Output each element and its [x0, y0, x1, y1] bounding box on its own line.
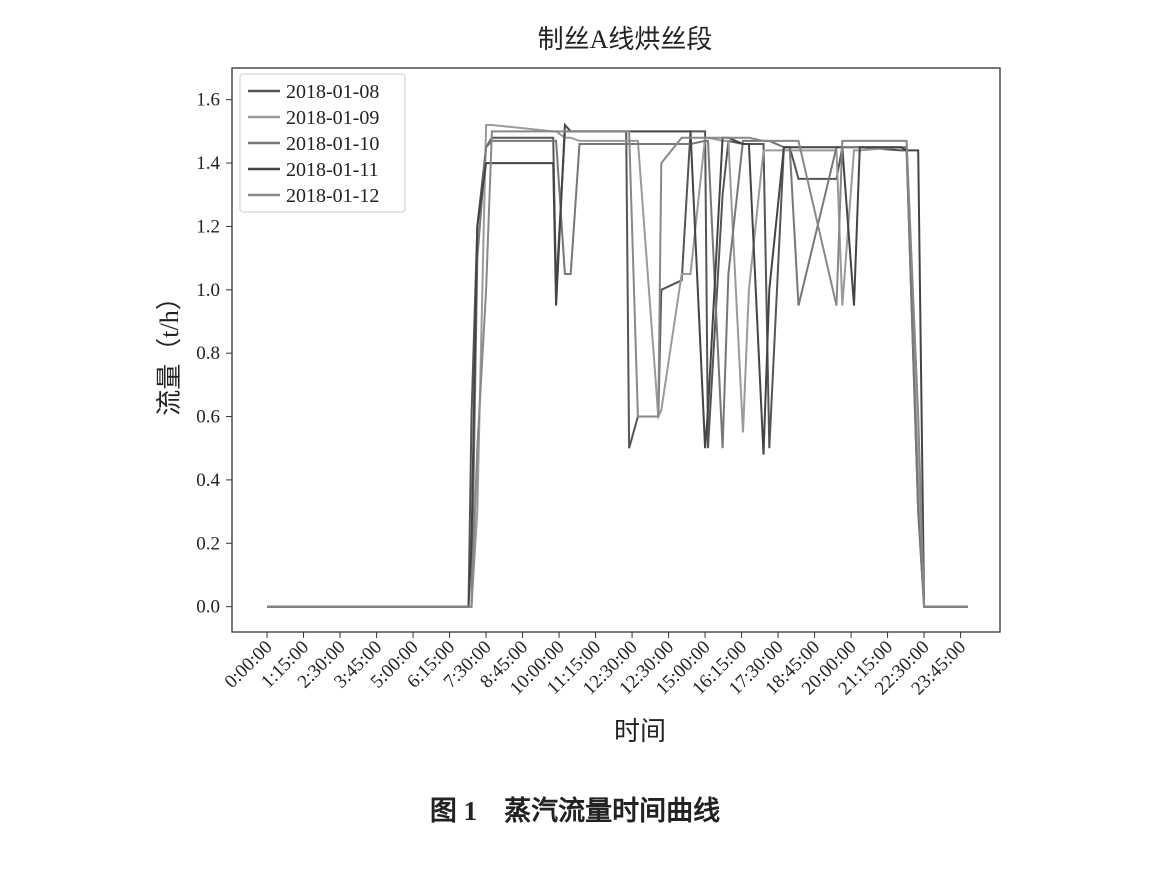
y-tick-label: 1.4	[196, 153, 220, 174]
series-line	[267, 122, 968, 608]
y-tick-label: 0.8	[196, 343, 220, 364]
y-tick-label: 1.2	[196, 216, 220, 237]
y-tick-label: 0.4	[196, 470, 220, 491]
legend: 2018-01-08 2018-01-09 2018-01-10 2018-01-11…	[239, 73, 406, 213]
legend-box	[239, 73, 406, 213]
y-tick-label: 0.2	[196, 533, 220, 554]
y-tick-label: 1.6	[196, 90, 220, 111]
legend-label: 2018-01-11	[286, 159, 379, 181]
y-tick-label: 0.0	[196, 597, 220, 618]
chart-title: 制丝A线烘丝段	[538, 25, 713, 54]
legend-label: 2018-01-08	[286, 81, 379, 103]
figure-caption: 图 1 蒸汽流量时间曲线	[430, 796, 720, 826]
x-axis-label: 时间	[614, 717, 666, 746]
legend-label: 2018-01-12	[286, 185, 379, 207]
legend-label: 2018-01-09	[286, 107, 379, 129]
legend-label: 2018-01-10	[286, 133, 379, 155]
y-axis-label: 流量（t/h）	[155, 284, 184, 415]
plot-frame	[231, 67, 1001, 633]
y-tick-label: 1.0	[196, 280, 220, 301]
series-line	[267, 139, 968, 608]
series-line	[267, 130, 968, 608]
y-tick-label: 0.6	[196, 407, 220, 428]
